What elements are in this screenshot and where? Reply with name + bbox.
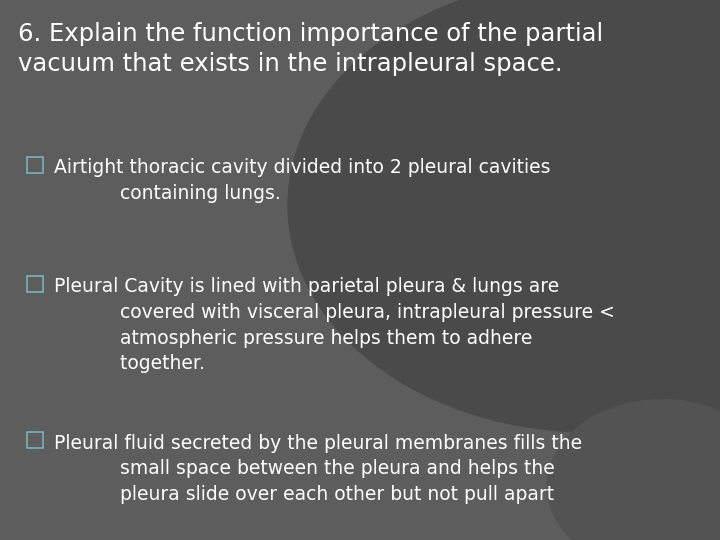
Text: Pleural fluid secreted by the pleural membranes fills the
           small space: Pleural fluid secreted by the pleural me… [54, 434, 582, 504]
Circle shape [547, 400, 720, 540]
Text: Pleural Cavity is lined with parietal pleura & lungs are
           covered with: Pleural Cavity is lined with parietal pl… [54, 277, 615, 373]
Circle shape [288, 0, 720, 432]
Text: Airtight thoracic cavity divided into 2 pleural cavities
           containing l: Airtight thoracic cavity divided into 2 … [54, 158, 551, 203]
Text: 6. Explain the function importance of the partial
vacuum that exists in the intr: 6. Explain the function importance of th… [18, 22, 603, 76]
